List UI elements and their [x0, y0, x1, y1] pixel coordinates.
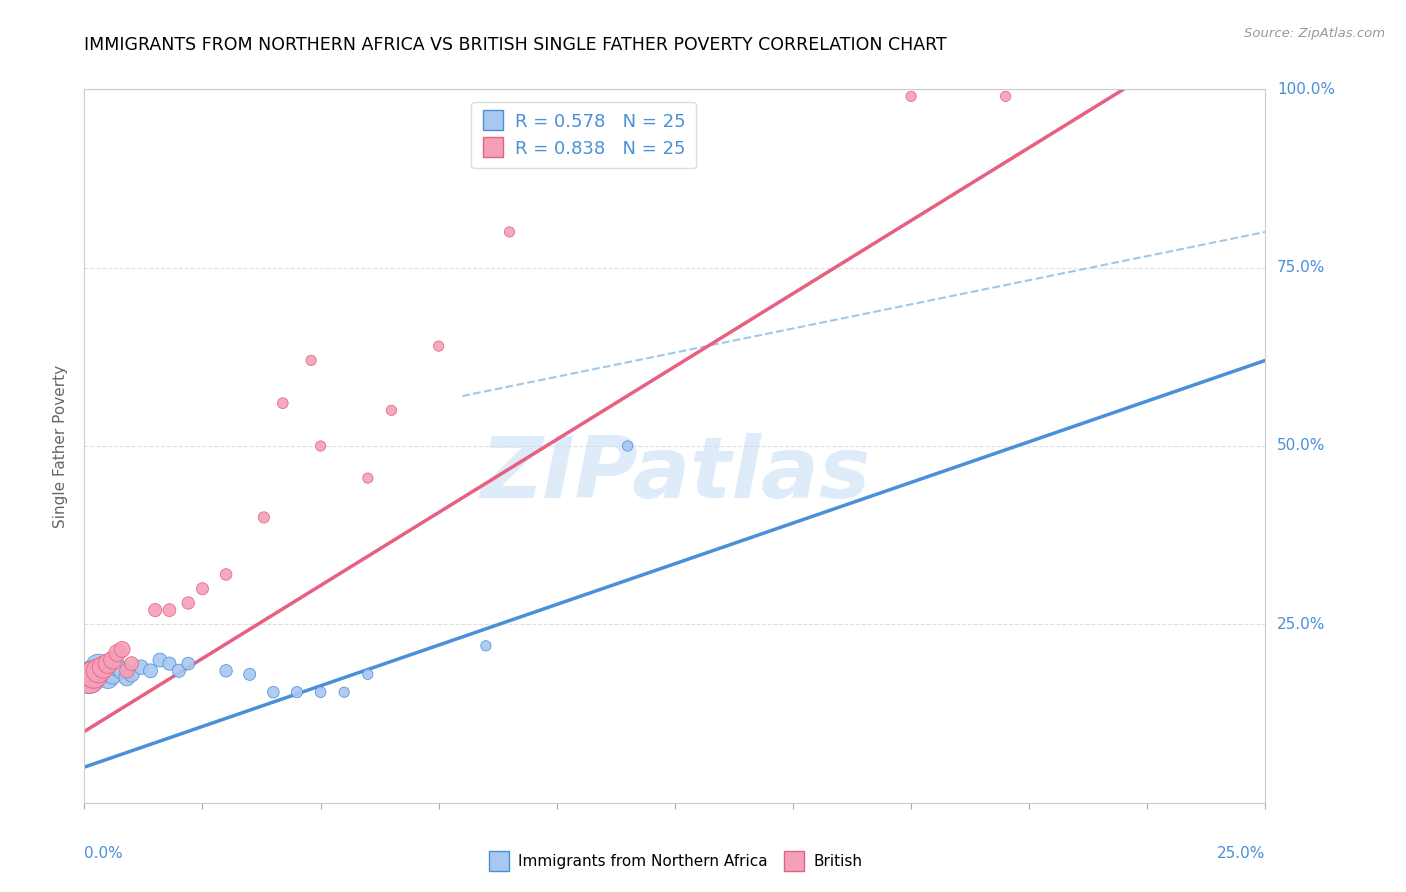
Point [299, 353, 322, 368]
Point [177, 596, 200, 610]
Text: 75.0%: 75.0% [1277, 260, 1326, 275]
Point [115, 671, 138, 685]
Point [115, 664, 138, 678]
Point [427, 339, 450, 353]
Point [253, 510, 276, 524]
Text: IMMIGRANTS FROM NORTHERN AFRICA VS BRITISH SINGLE FATHER POVERTY CORRELATION CHA: IMMIGRANTS FROM NORTHERN AFRICA VS BRITI… [84, 36, 948, 54]
Point [87, 660, 110, 674]
Point [121, 657, 143, 671]
Point [167, 664, 190, 678]
Point [97, 671, 120, 685]
Text: 25.0%: 25.0% [1218, 846, 1265, 861]
Point [139, 664, 162, 678]
Point [994, 89, 1017, 103]
Text: 0.0%: 0.0% [84, 846, 124, 861]
Point [309, 685, 332, 699]
Point [77, 671, 100, 685]
Point [900, 89, 922, 103]
Point [91, 660, 114, 674]
Point [616, 439, 638, 453]
Point [91, 664, 114, 678]
Point [215, 567, 238, 582]
Point [143, 603, 166, 617]
Point [121, 667, 143, 681]
Point [77, 671, 100, 685]
Point [498, 225, 520, 239]
Point [129, 660, 152, 674]
Point [475, 639, 498, 653]
Point [83, 667, 105, 681]
Point [309, 439, 332, 453]
Point [101, 667, 124, 681]
Point [239, 667, 262, 681]
Point [357, 667, 380, 681]
Legend: R = 0.578   N = 25, R = 0.838   N = 25: R = 0.578 N = 25, R = 0.838 N = 25 [471, 102, 696, 169]
Point [107, 660, 129, 674]
Point [111, 664, 134, 678]
Point [191, 582, 214, 596]
Point [97, 657, 120, 671]
Y-axis label: Single Father Poverty: Single Father Poverty [53, 365, 69, 527]
Legend: Immigrants from Northern Africa, British: Immigrants from Northern Africa, British [481, 848, 869, 875]
Point [380, 403, 402, 417]
Point [215, 664, 238, 678]
Point [357, 471, 380, 485]
Text: 50.0%: 50.0% [1277, 439, 1326, 453]
Point [83, 667, 105, 681]
Point [157, 657, 180, 671]
Text: 100.0%: 100.0% [1277, 82, 1336, 96]
Point [107, 646, 129, 660]
Point [262, 685, 284, 699]
Point [111, 642, 134, 657]
Text: 25.0%: 25.0% [1277, 617, 1326, 632]
Point [177, 657, 200, 671]
Point [157, 603, 180, 617]
Point [271, 396, 294, 410]
Point [285, 685, 308, 699]
Text: Source: ZipAtlas.com: Source: ZipAtlas.com [1244, 27, 1385, 40]
Point [87, 664, 110, 678]
Point [101, 653, 124, 667]
Point [149, 653, 172, 667]
Point [333, 685, 356, 699]
Text: ZIPatlas: ZIPatlas [479, 433, 870, 516]
